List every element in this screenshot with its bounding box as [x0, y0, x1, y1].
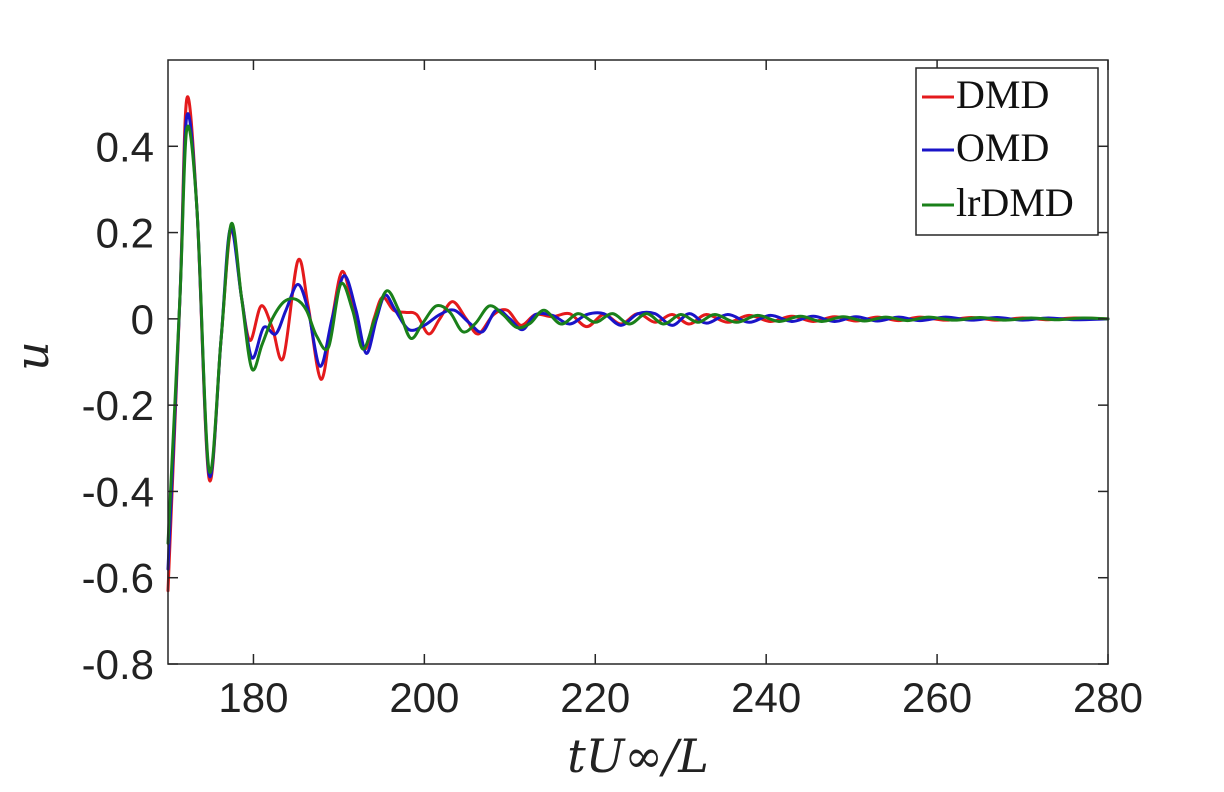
x-axis-label: tU∞/L	[567, 729, 709, 783]
legend: DMD OMD lrDMD	[915, 67, 1099, 236]
y-tick-label: 0	[131, 296, 154, 343]
y-tick-label: 0.4	[96, 123, 154, 170]
series-layer	[166, 95, 1110, 593]
y-tick-label: -0.4	[82, 468, 154, 515]
y-tick-label: -0.2	[82, 382, 154, 429]
x-tick-label: 280	[1073, 674, 1143, 721]
y-tick-label: 0.2	[96, 210, 154, 257]
series-line-lrdmd	[166, 124, 1110, 545]
y-tick-label: -0.8	[82, 641, 154, 688]
legend-label-lrdmd: lrDMD	[956, 180, 1074, 225]
y-axis-label: u	[5, 341, 59, 371]
y-tick-label: -0.6	[82, 555, 154, 602]
x-tick-label: 200	[389, 674, 459, 721]
plot-frame	[167, 59, 1109, 665]
x-tick-label: 180	[218, 674, 288, 721]
legend-label-omd: OMD	[956, 125, 1049, 170]
tick-layer: 180 200 220 240 260 280 0.4 0.2 0 -0.2 -0.4 -0.6 -0.…	[82, 60, 1143, 721]
x-tick-label: 220	[560, 674, 630, 721]
x-tick-label: 260	[902, 674, 972, 721]
x-tick-label: 240	[731, 674, 801, 721]
legend-label-dmd: DMD	[956, 72, 1049, 117]
